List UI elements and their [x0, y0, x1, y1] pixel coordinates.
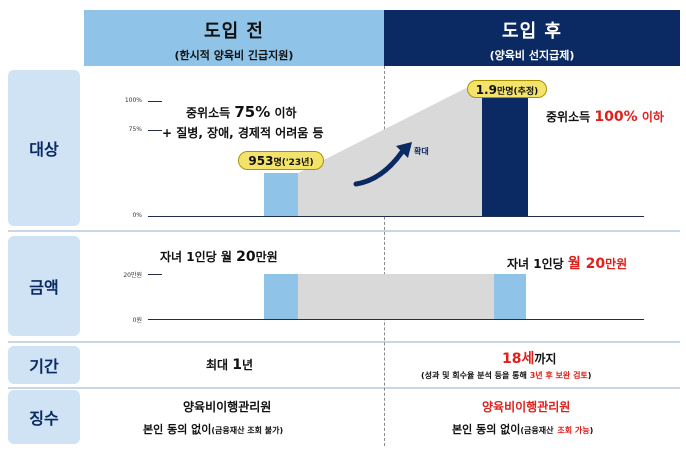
- before-header: 도입 전 (한시적 양육비 긴급지원): [84, 10, 384, 66]
- after-header: 도입 후 (양육비 선지급제): [384, 10, 680, 66]
- expand-label: 확대: [414, 147, 429, 156]
- baseline-amount: [148, 319, 644, 320]
- before-period: 최대 1년: [206, 357, 254, 373]
- tick-20man: 20만원: [123, 272, 142, 279]
- after-period-note: (성과 및 회수율 분석 등을 통해 3년 후 보완 검토): [421, 371, 592, 380]
- row-label-period: 기간: [8, 346, 80, 384]
- before-amount-text: 자녀 1인당 월 20만원: [160, 249, 278, 265]
- before-target-bar: [264, 173, 298, 216]
- after-subtitle: (양육비 선지급제): [489, 49, 575, 62]
- row-label-collection: 징수: [8, 390, 80, 444]
- after-income-line: 중위소득 100% 이하: [546, 109, 664, 125]
- gridline-20man: [148, 274, 162, 275]
- row-separator: [8, 230, 680, 232]
- center-divider: [384, 66, 385, 446]
- expand-arrow-icon: [353, 142, 412, 187]
- gridline-75: [148, 130, 162, 131]
- before-subtitle: (한시적 양육비 긴급지원): [174, 49, 294, 62]
- baseline-target: [148, 216, 644, 217]
- before-consent: 본인 동의 없이(금융재산 조회 불가): [143, 423, 284, 436]
- after-period: 18세까지: [502, 351, 557, 367]
- before-amount-bar: [264, 274, 298, 319]
- before-income-line: 중위소득 75% 이하: [186, 103, 297, 121]
- after-amount-text: 자녀 1인당 월 20만원: [507, 256, 628, 272]
- row-separator: [8, 387, 680, 389]
- after-count-badge: 1.9만명(추정): [467, 80, 547, 98]
- row-label-amount: 금액: [8, 236, 80, 336]
- row-separator: [8, 341, 680, 343]
- before-title: 도입 전: [204, 21, 264, 42]
- row-label-target: 대상: [8, 70, 80, 226]
- after-target-bar: [482, 80, 528, 216]
- tick-75: 75%: [128, 126, 142, 133]
- before-conditions: + 질병, 장애, 경제적 어려움 등: [162, 126, 324, 140]
- after-title: 도입 후: [502, 21, 562, 42]
- before-agency: 양육비이행관리원: [183, 400, 272, 414]
- tick-0: 0%: [132, 212, 142, 219]
- gridline-100: [148, 101, 162, 102]
- expansion-area: [298, 80, 482, 216]
- after-consent: 본인 동의 없이(금융재산 조회 가능): [452, 423, 594, 436]
- tick-100: 100%: [124, 97, 142, 104]
- before-count-badge: 953명('23년): [238, 151, 324, 170]
- after-amount-bar: [494, 274, 526, 319]
- tick-0won: 0원: [132, 317, 142, 324]
- amount-gray-area: [298, 274, 494, 319]
- after-agency: 양육비이행관리원: [482, 400, 571, 414]
